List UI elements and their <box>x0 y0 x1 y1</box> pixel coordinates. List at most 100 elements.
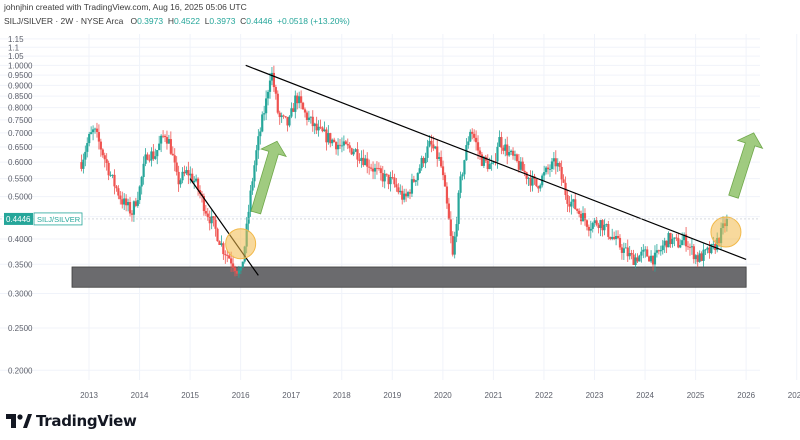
y-tick-label: 1.15 <box>8 35 24 44</box>
y-tick-label: 0.6000 <box>8 158 33 167</box>
candle-body <box>152 151 155 159</box>
candle-body <box>208 217 211 224</box>
candle-up <box>239 266 242 275</box>
candle-body <box>191 173 194 183</box>
candle-body <box>708 247 711 254</box>
candle-up <box>539 183 542 192</box>
candle-body <box>410 179 414 194</box>
candle-body <box>622 248 625 253</box>
candle-body <box>527 177 530 179</box>
candle-up <box>360 150 363 168</box>
candle-body <box>568 203 571 207</box>
change-value: +0.0518 (+13.20%) <box>277 16 350 26</box>
candle-up <box>86 137 89 158</box>
candle-up <box>247 204 250 233</box>
candle-body <box>595 220 598 225</box>
candle-down <box>344 139 347 145</box>
candle-up <box>280 112 283 123</box>
y-tick-label: 1.0000 <box>8 61 33 70</box>
candle-down <box>113 169 116 195</box>
candle-up <box>679 239 682 249</box>
candle-down <box>315 116 318 135</box>
candle-up <box>490 155 493 171</box>
candle-body <box>175 162 178 172</box>
candle-down <box>579 210 583 225</box>
candle-body <box>327 133 330 143</box>
candle-body <box>599 220 602 228</box>
candle-body <box>95 128 99 133</box>
candle-body <box>544 167 548 173</box>
candle-body <box>93 128 97 130</box>
candle-body <box>605 224 608 225</box>
candle-body <box>457 192 460 225</box>
candle-up <box>671 233 674 248</box>
candle-down <box>303 107 307 118</box>
tradingview-wordmark: TradingView <box>36 412 137 430</box>
candle-body <box>375 167 379 169</box>
candle-up <box>313 122 316 135</box>
candle-body <box>358 159 361 161</box>
candle-body <box>552 158 555 162</box>
candle-up <box>406 190 410 199</box>
candle-body <box>333 139 336 143</box>
candle-body <box>692 246 695 260</box>
candle-body <box>311 116 314 127</box>
candle-body <box>300 96 303 103</box>
candle-up <box>342 135 345 151</box>
candle-body <box>519 161 522 170</box>
support-zone <box>71 266 747 288</box>
candle-body <box>373 167 377 172</box>
candle-down <box>175 156 178 176</box>
candle-body <box>395 184 398 188</box>
candle-body <box>239 267 242 271</box>
candle-up <box>410 173 414 198</box>
high-label: H <box>167 16 174 26</box>
candle-body <box>611 236 614 239</box>
candle-up <box>263 105 266 121</box>
candle-down <box>272 65 275 92</box>
candle-up <box>509 149 513 155</box>
candle-body <box>508 152 511 156</box>
candle-body <box>195 178 198 181</box>
candle-body <box>634 257 637 265</box>
x-tick-label: 2022 <box>535 391 553 400</box>
candle-body <box>253 165 256 182</box>
candle-body <box>560 166 563 180</box>
candle-body <box>284 116 287 118</box>
candle-body <box>270 72 274 81</box>
candle-up <box>142 156 145 185</box>
candle-body <box>451 235 454 255</box>
candle-down <box>115 184 118 192</box>
candle-up <box>154 148 157 160</box>
candle-up <box>294 90 297 119</box>
candle-body <box>657 250 660 252</box>
candle-body <box>218 241 221 245</box>
candle-body <box>317 126 320 131</box>
candle-down <box>558 161 561 172</box>
candle-down <box>117 185 120 200</box>
candle-body <box>257 136 260 151</box>
candle-body <box>268 80 272 92</box>
candle-body <box>171 153 174 156</box>
candle-body <box>558 163 561 167</box>
candle-up <box>420 155 423 171</box>
candle-up <box>265 90 268 121</box>
up-arrow-2026-icon <box>728 132 764 199</box>
candle-down <box>274 84 277 100</box>
candle-body <box>368 166 371 168</box>
candle-down <box>121 191 124 209</box>
candle-body <box>515 154 519 161</box>
candle-body <box>443 175 447 187</box>
candle-body <box>626 247 629 257</box>
candle-body <box>163 135 167 138</box>
candle-up <box>673 237 676 247</box>
candle-down <box>494 153 497 166</box>
candle-down <box>146 152 149 161</box>
x-tick-label: 2013 <box>80 391 98 400</box>
candle-up <box>572 198 575 209</box>
candle-body <box>352 151 355 155</box>
candle-body <box>543 172 546 176</box>
candle-body <box>82 159 85 169</box>
candle-down <box>648 255 651 262</box>
